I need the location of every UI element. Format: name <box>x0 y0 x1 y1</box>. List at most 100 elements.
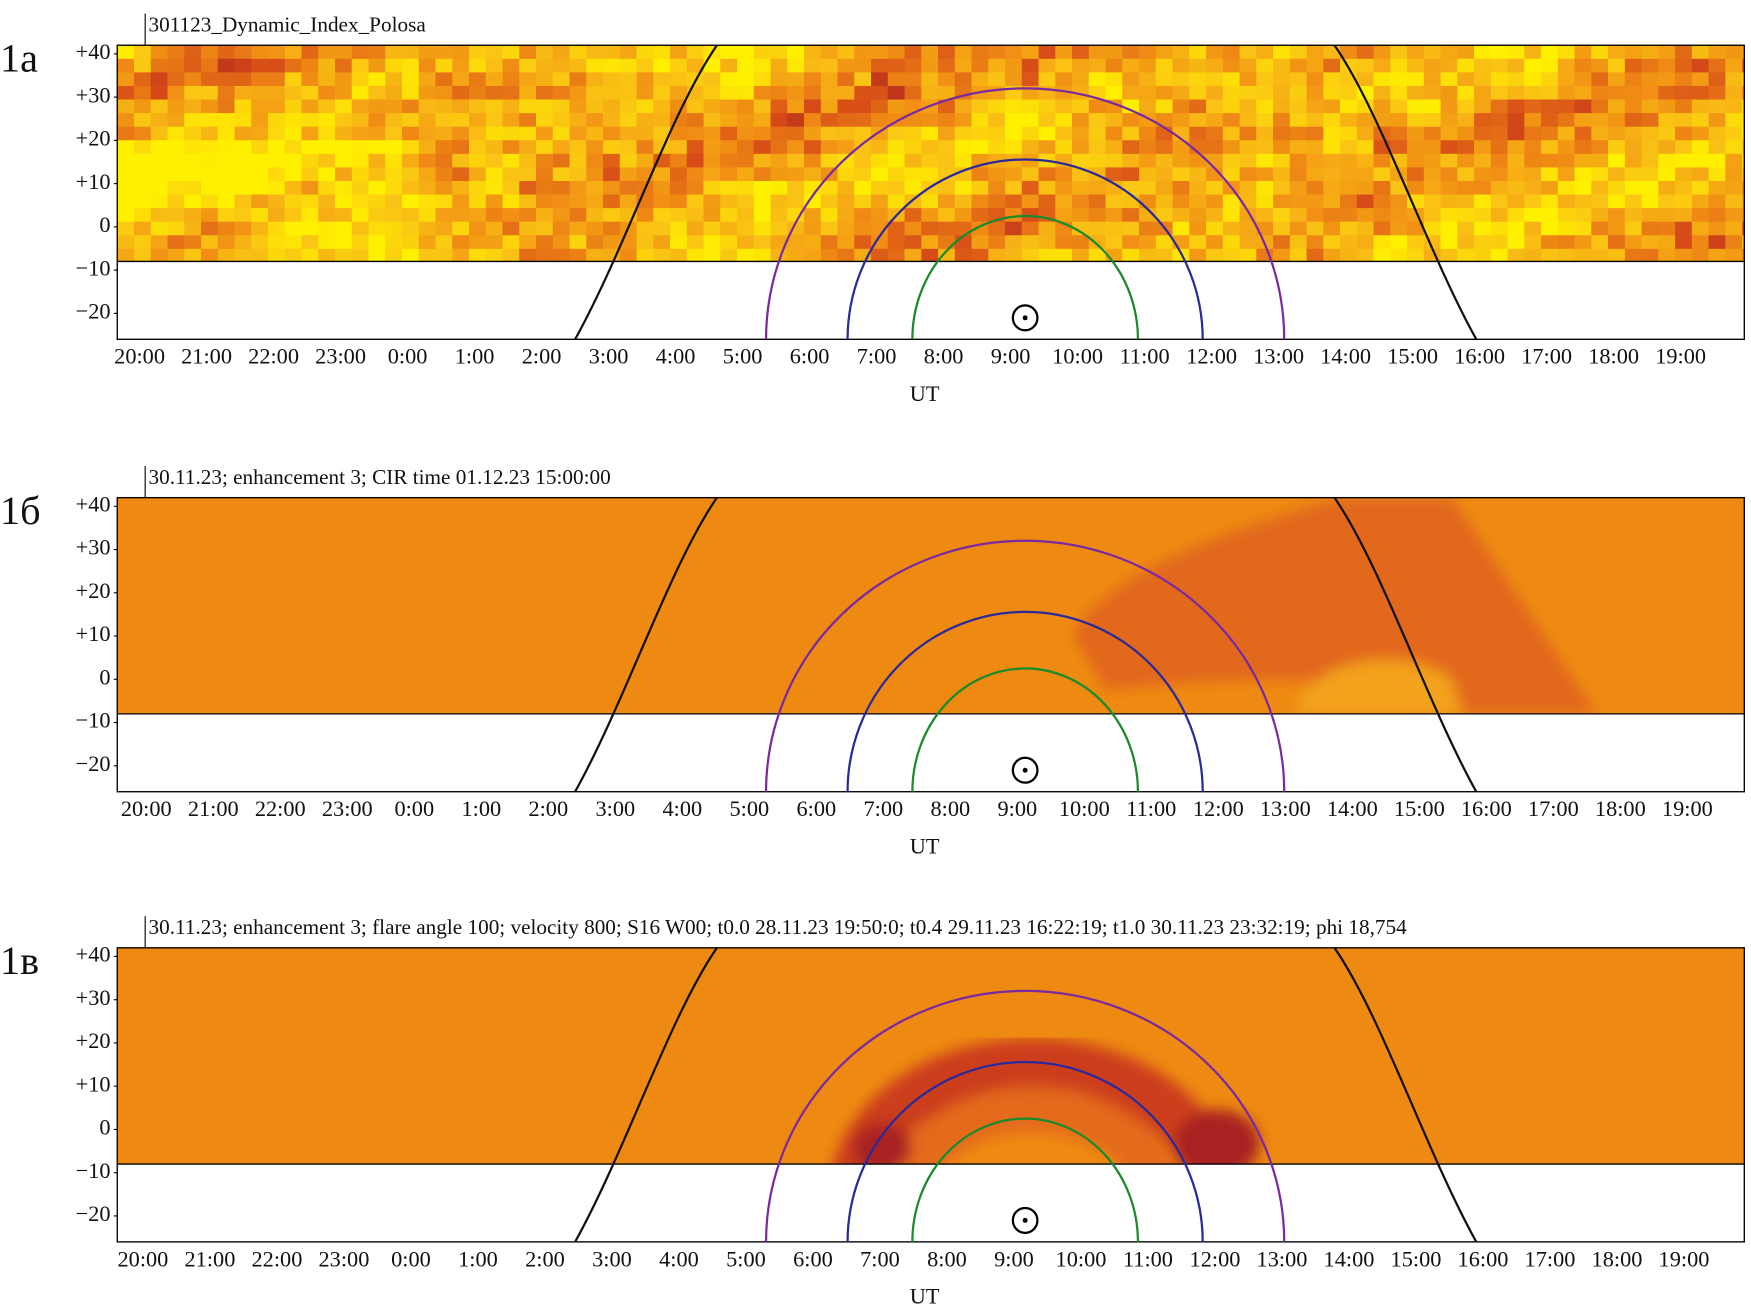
heat-cell <box>502 235 520 250</box>
heat-cell <box>150 58 169 73</box>
y-tick-label: −20 <box>76 298 111 323</box>
heat-cell <box>1256 45 1274 60</box>
heat-cell <box>1323 180 1341 196</box>
heat-cell <box>1206 58 1224 73</box>
heat-cell <box>150 153 169 168</box>
sun-symbol <box>1011 1206 1039 1234</box>
heat-cell <box>1490 153 1509 168</box>
heat-cell <box>1557 221 1576 236</box>
heat-cell <box>971 248 989 262</box>
heat-cell <box>402 126 420 141</box>
heat-cell <box>871 167 889 182</box>
heat-cell <box>753 248 772 262</box>
heat-cell <box>837 235 855 250</box>
heat-cell <box>1155 113 1174 128</box>
heat-cell <box>887 153 906 168</box>
heat-cell <box>1005 99 1023 114</box>
heat-cell <box>1725 140 1743 155</box>
heat-cell <box>1055 99 1073 114</box>
heat-cell <box>904 221 922 236</box>
heat-cell <box>988 85 1006 101</box>
heat-cell <box>1088 99 1107 114</box>
overlay-curves <box>574 497 1478 793</box>
heat-cell <box>485 221 504 236</box>
x-tick-label: 19:00 <box>1655 344 1706 369</box>
heat-cell <box>887 126 906 141</box>
heat-cell <box>1608 113 1626 128</box>
x-tick-label: 4:00 <box>659 1246 699 1271</box>
heat-cell <box>1222 221 1241 236</box>
heat-cell <box>1574 153 1592 168</box>
heat-cell <box>1490 126 1509 141</box>
heat-cell <box>117 153 135 168</box>
heat-cell <box>720 140 738 155</box>
heat-cell <box>871 140 889 155</box>
heat-cell <box>1072 126 1090 141</box>
heat-cell <box>1005 221 1023 236</box>
heat-cell <box>670 85 688 101</box>
heat-cell <box>368 72 386 87</box>
heat-cell <box>1591 85 1609 101</box>
heat-cell <box>1055 235 1073 250</box>
heat-cell <box>1088 194 1107 209</box>
heat-cell <box>720 153 738 168</box>
heat-cell <box>686 235 705 250</box>
heat-cell <box>1675 140 1693 155</box>
heat-cell <box>1708 208 1726 223</box>
heat-cell <box>686 45 705 60</box>
heat-cell <box>619 248 638 262</box>
heat-cell <box>1742 85 1745 101</box>
heat-cell <box>385 85 403 101</box>
heat-cell <box>217 58 236 73</box>
heat-cell <box>301 167 319 182</box>
heat-cell <box>569 167 587 182</box>
heat-cell <box>301 58 319 73</box>
heat-cell <box>820 126 839 141</box>
heat-cell <box>485 235 504 250</box>
heat-cell <box>385 140 403 155</box>
heat-cell <box>1289 153 1308 168</box>
heat-cell <box>1574 180 1592 196</box>
heat-cell <box>1407 85 1425 101</box>
heat-cell <box>318 167 336 182</box>
heat-cell <box>1105 113 1123 128</box>
heat-cell <box>1340 194 1358 209</box>
heat-cell <box>753 221 772 236</box>
heat-cell <box>1340 113 1358 128</box>
heat-cell <box>1356 208 1375 223</box>
heat-cell <box>988 167 1006 182</box>
heat-cell <box>1557 194 1576 209</box>
heat-cell <box>720 248 738 262</box>
heat-cell <box>134 208 152 223</box>
heat-cell <box>1306 58 1324 73</box>
heat-cell <box>1323 85 1341 101</box>
heat-cell <box>1440 180 1458 196</box>
heat-cell <box>837 126 855 141</box>
heat-cell <box>1742 235 1745 250</box>
heat-cell <box>150 208 169 223</box>
heat-cell <box>1725 153 1743 168</box>
heat-cell <box>485 208 504 223</box>
heat-cell <box>1005 72 1023 87</box>
heat-cell <box>921 85 939 101</box>
heat-cell <box>703 167 721 182</box>
heat-cell <box>1507 235 1525 250</box>
heat-cell <box>502 221 520 236</box>
heat-cell <box>1088 235 1107 250</box>
heat-cell <box>1306 140 1324 155</box>
heat-cell <box>1088 221 1107 236</box>
heat-cell <box>1139 221 1157 236</box>
heat-cell <box>552 221 571 236</box>
y-tick-label: −20 <box>76 751 111 776</box>
heat-cell <box>1423 167 1442 182</box>
heat-cell <box>904 140 922 155</box>
heat-cell <box>502 194 520 209</box>
heat-cell <box>1490 113 1509 128</box>
heat-cell <box>1273 126 1291 141</box>
heat-cell <box>1691 99 1710 114</box>
heat-cell <box>1624 194 1643 209</box>
heat-cell <box>1172 167 1190 182</box>
heat-cell <box>1691 45 1710 60</box>
heat-cell <box>854 167 872 182</box>
heat-cell <box>787 194 805 209</box>
